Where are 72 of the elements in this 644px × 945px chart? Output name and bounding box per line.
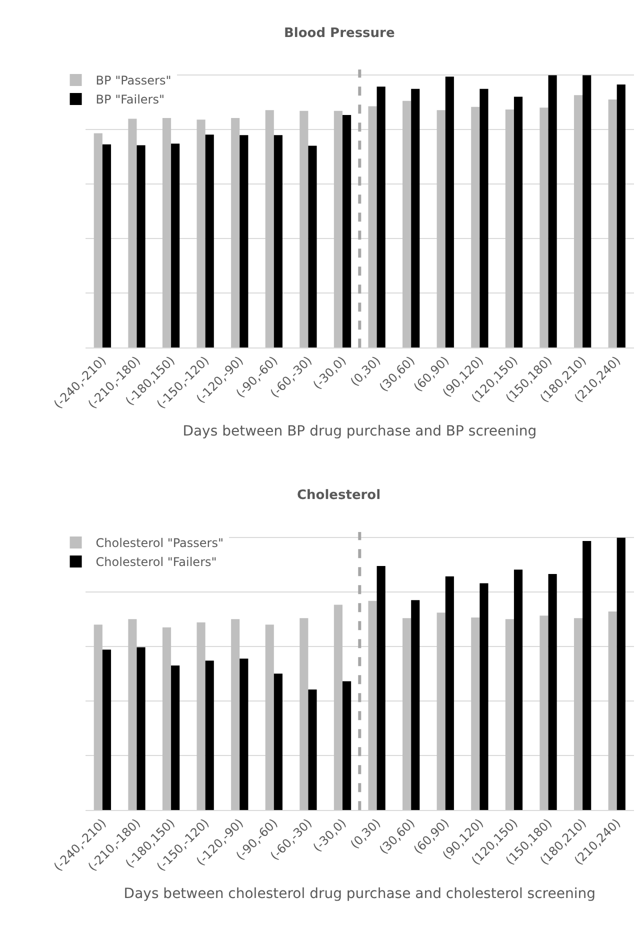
bar xyxy=(548,574,557,810)
bar xyxy=(616,538,626,810)
bar xyxy=(334,110,342,348)
x-axis-title: Days between cholesterol drug purchase and cholesterol screening xyxy=(124,886,596,902)
bar xyxy=(505,110,514,348)
bar xyxy=(136,647,146,810)
bar xyxy=(514,570,523,810)
bar xyxy=(608,99,617,348)
bar xyxy=(308,689,317,810)
bar xyxy=(402,618,412,810)
bar xyxy=(608,612,617,810)
bar xyxy=(128,118,137,348)
legend-label: BP "Failers" xyxy=(96,92,165,107)
bar xyxy=(162,627,172,810)
bar xyxy=(240,135,248,348)
bar xyxy=(480,583,488,810)
bar xyxy=(505,619,514,810)
bar xyxy=(436,612,446,810)
bar xyxy=(582,540,592,810)
bar xyxy=(471,106,480,348)
bar xyxy=(274,135,282,348)
bar xyxy=(102,650,112,810)
legend-label: BP "Passers" xyxy=(96,74,172,88)
bar xyxy=(231,118,240,348)
bar xyxy=(548,75,557,348)
bar xyxy=(540,616,548,810)
bar xyxy=(171,665,180,810)
bar xyxy=(574,95,583,348)
bar xyxy=(436,110,446,348)
chart-title: Blood Pressure xyxy=(284,26,395,41)
bar xyxy=(308,146,317,348)
bar xyxy=(368,600,377,810)
bar xyxy=(471,618,480,810)
bar xyxy=(196,120,206,348)
x-axis-title: Days between BP drug purchase and BP screening xyxy=(182,424,537,440)
bar xyxy=(196,622,206,810)
bar xyxy=(376,86,386,348)
bar xyxy=(274,674,282,810)
bar xyxy=(411,88,420,348)
bar xyxy=(300,618,308,810)
bar xyxy=(540,108,548,348)
bar xyxy=(574,618,583,810)
bar xyxy=(94,624,102,810)
chart-title: Cholesterol xyxy=(297,488,381,503)
bar xyxy=(445,76,454,348)
bar xyxy=(368,106,377,348)
bar xyxy=(480,88,488,348)
bar xyxy=(334,604,342,810)
legend-label: Cholesterol "Passers" xyxy=(96,536,224,550)
bar xyxy=(171,144,180,348)
bar xyxy=(231,619,240,810)
bar xyxy=(445,576,454,810)
bar xyxy=(300,110,308,348)
bar xyxy=(582,75,592,348)
bar xyxy=(342,681,352,810)
bar xyxy=(411,600,420,810)
bar xyxy=(240,658,248,810)
bar xyxy=(265,624,274,810)
bar xyxy=(94,133,102,348)
legend-label: Cholesterol "Failers" xyxy=(96,555,217,570)
bar xyxy=(136,145,146,348)
bar xyxy=(128,619,137,810)
bar xyxy=(265,110,274,348)
bar xyxy=(616,84,626,348)
bar xyxy=(342,114,352,348)
bar xyxy=(514,96,523,348)
bar xyxy=(402,100,412,348)
bar xyxy=(102,144,112,348)
bar xyxy=(205,134,214,348)
bar xyxy=(205,660,214,810)
bar xyxy=(162,118,172,348)
bar xyxy=(376,566,386,810)
